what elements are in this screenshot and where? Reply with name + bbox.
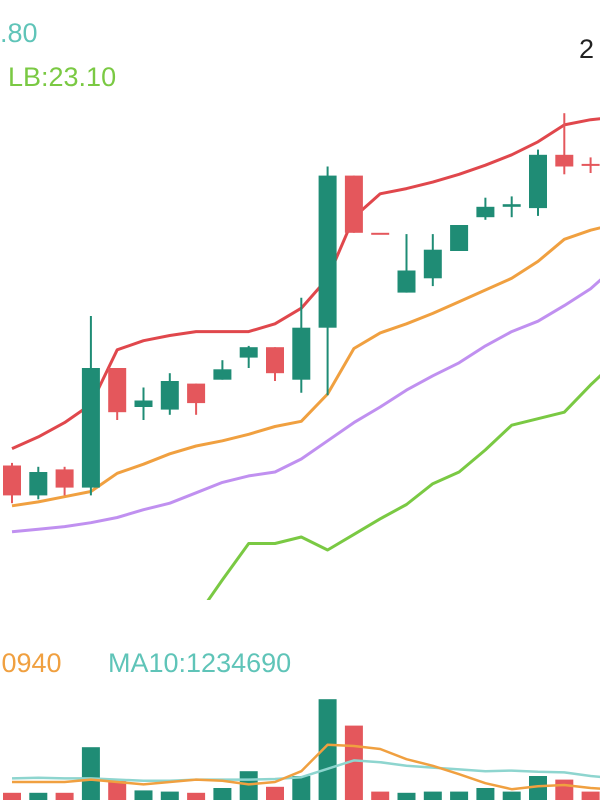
volume-bar xyxy=(187,792,206,800)
volume-bar xyxy=(476,788,495,800)
volume-bar xyxy=(213,788,232,800)
candle-body xyxy=(502,204,521,207)
volume-ma10-line xyxy=(11,759,600,783)
volume-ma5-label: .0940 xyxy=(0,648,62,678)
candle-body xyxy=(81,368,100,488)
candle-body xyxy=(108,368,127,413)
candle-body xyxy=(450,225,469,251)
candle-body xyxy=(371,232,390,235)
indicator-mb-label: .80 xyxy=(0,18,38,48)
candle-body xyxy=(529,154,547,209)
volume-bar xyxy=(555,779,574,800)
volume-bar xyxy=(160,791,179,800)
volume-bar xyxy=(266,786,284,800)
volume-bar xyxy=(450,791,469,800)
candle-body xyxy=(581,163,600,166)
candle-body xyxy=(292,327,311,380)
volume-ma5-line xyxy=(12,743,600,791)
candle-body xyxy=(344,175,363,233)
candle-body xyxy=(239,347,258,358)
volume-bar xyxy=(502,791,521,800)
volume-bar xyxy=(108,780,127,800)
candle-body xyxy=(3,465,21,496)
candle-body xyxy=(55,469,74,488)
volume-ma10-label: MA10:1234690 xyxy=(108,648,292,678)
purple-band-line xyxy=(11,278,600,534)
volume-bar xyxy=(318,699,337,800)
volume-bar xyxy=(3,792,21,800)
candle-body xyxy=(213,369,232,380)
indicator-corner-value: 2 xyxy=(579,34,595,64)
volume-bar xyxy=(371,791,390,800)
candle-body xyxy=(187,383,206,404)
candlestick-chart[interactable] xyxy=(0,0,600,600)
candle-body xyxy=(555,154,574,167)
ub-band-line xyxy=(11,117,600,450)
volume-bar xyxy=(81,747,100,800)
candle-body xyxy=(318,175,337,328)
volume-bar xyxy=(292,776,311,800)
candle-body xyxy=(29,472,48,496)
volume-bar xyxy=(529,776,547,800)
candle-body xyxy=(134,400,153,407)
lb-band-line xyxy=(206,374,600,600)
volume-bar xyxy=(397,792,416,800)
volume-bar xyxy=(581,791,600,800)
volume-bar xyxy=(29,792,48,800)
candle-body xyxy=(397,270,416,293)
volume-bar xyxy=(55,792,74,800)
candle-body xyxy=(160,381,179,410)
indicator-lb-label: LB:23.10 xyxy=(8,62,117,92)
mid-band-line xyxy=(11,226,600,508)
candle-body xyxy=(476,206,495,218)
volume-bar xyxy=(344,725,363,800)
volume-bar xyxy=(134,790,153,800)
volume-bar xyxy=(423,791,442,800)
candle-body xyxy=(266,347,284,374)
candle-body xyxy=(423,249,442,279)
